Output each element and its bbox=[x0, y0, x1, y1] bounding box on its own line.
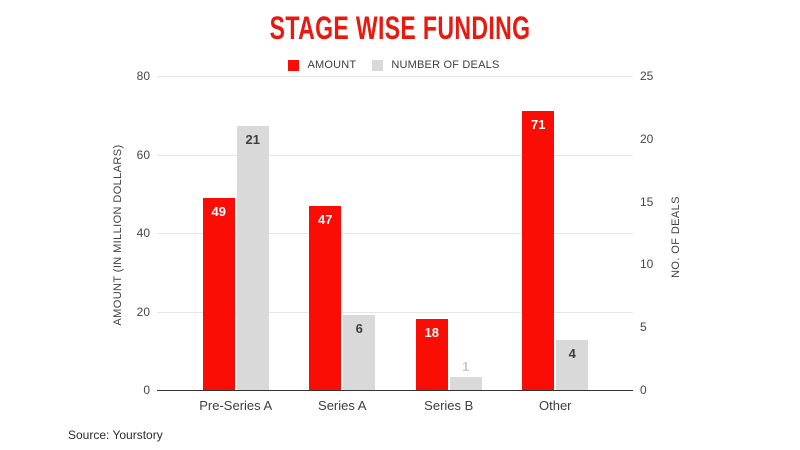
bar-value-amount-pre-series-a: 49 bbox=[211, 203, 226, 219]
bar-amount-other: 71 bbox=[522, 111, 555, 390]
bar-value-number-of-deals-other: 4 bbox=[568, 345, 576, 361]
bar-number-of-deals-series-a: 6 bbox=[343, 314, 376, 390]
gridline-60 bbox=[157, 154, 633, 156]
gridline-40 bbox=[157, 233, 633, 234]
deals-swatch-icon bbox=[372, 59, 384, 71]
right-axis-tick-15: 15 bbox=[640, 194, 654, 209]
legend: AMOUNT NUMBER OF DEALS bbox=[0, 59, 788, 71]
x-axis-category-other: Other bbox=[538, 398, 572, 413]
right-axis-tick-0: 0 bbox=[640, 383, 647, 397]
chart-title: STAGE WISE FUNDING bbox=[269, 10, 531, 46]
legend-item-amount: AMOUNT bbox=[288, 59, 356, 71]
source-caption: Source: Yourstory bbox=[68, 428, 163, 442]
bar-value-number-of-deals-series-b: 1 bbox=[462, 359, 470, 375]
plot-area: 49 21 47 6 18 1 71 4 bbox=[157, 76, 633, 391]
left-axis-tick-0: 0 bbox=[143, 383, 150, 397]
bar-value-number-of-deals-pre-series-a: 21 bbox=[245, 132, 260, 148]
bar-amount-pre-series-a: 49 bbox=[202, 197, 235, 390]
bar-value-number-of-deals-series-a: 6 bbox=[355, 320, 363, 336]
left-axis-tick-60: 60 bbox=[136, 147, 150, 162]
right-axis-tick-25: 25 bbox=[640, 69, 654, 83]
left-axis-tick-20: 20 bbox=[136, 304, 150, 319]
right-axis-tick-5: 5 bbox=[640, 320, 647, 335]
gridline-80 bbox=[157, 76, 633, 77]
legend-item-deals: NUMBER OF DEALS bbox=[372, 59, 499, 71]
right-axis-tick-20: 20 bbox=[640, 131, 654, 146]
bar-number-of-deals-series-b: 1 bbox=[449, 359, 482, 390]
bar-number-of-deals-other: 4 bbox=[556, 339, 589, 390]
bar-number-of-deals-pre-series-a: 21 bbox=[236, 126, 269, 390]
x-axis-category-series-b: Series B bbox=[424, 398, 474, 413]
left-axis-tick-40: 40 bbox=[136, 226, 150, 240]
x-axis-category-series-a: Series A bbox=[318, 398, 367, 413]
gridline-20 bbox=[157, 311, 633, 313]
right-axis-tick-10: 10 bbox=[640, 257, 654, 272]
bar-value-amount-series-b: 18 bbox=[424, 325, 439, 341]
legend-label-amount: AMOUNT bbox=[307, 59, 357, 71]
bar-value-amount-other: 71 bbox=[531, 117, 546, 133]
x-axis-baseline bbox=[157, 390, 633, 391]
bar-amount-series-b: 18 bbox=[415, 319, 448, 390]
amount-swatch-icon bbox=[288, 59, 300, 71]
bar-value-amount-series-a: 47 bbox=[318, 211, 333, 227]
x-axis-category-pre-series-a: Pre-Series A bbox=[199, 398, 273, 413]
legend-label-deals: NUMBER OF DEALS bbox=[391, 59, 500, 71]
left-axis-tick-80: 80 bbox=[136, 69, 150, 83]
bar-amount-series-a: 47 bbox=[309, 205, 342, 390]
